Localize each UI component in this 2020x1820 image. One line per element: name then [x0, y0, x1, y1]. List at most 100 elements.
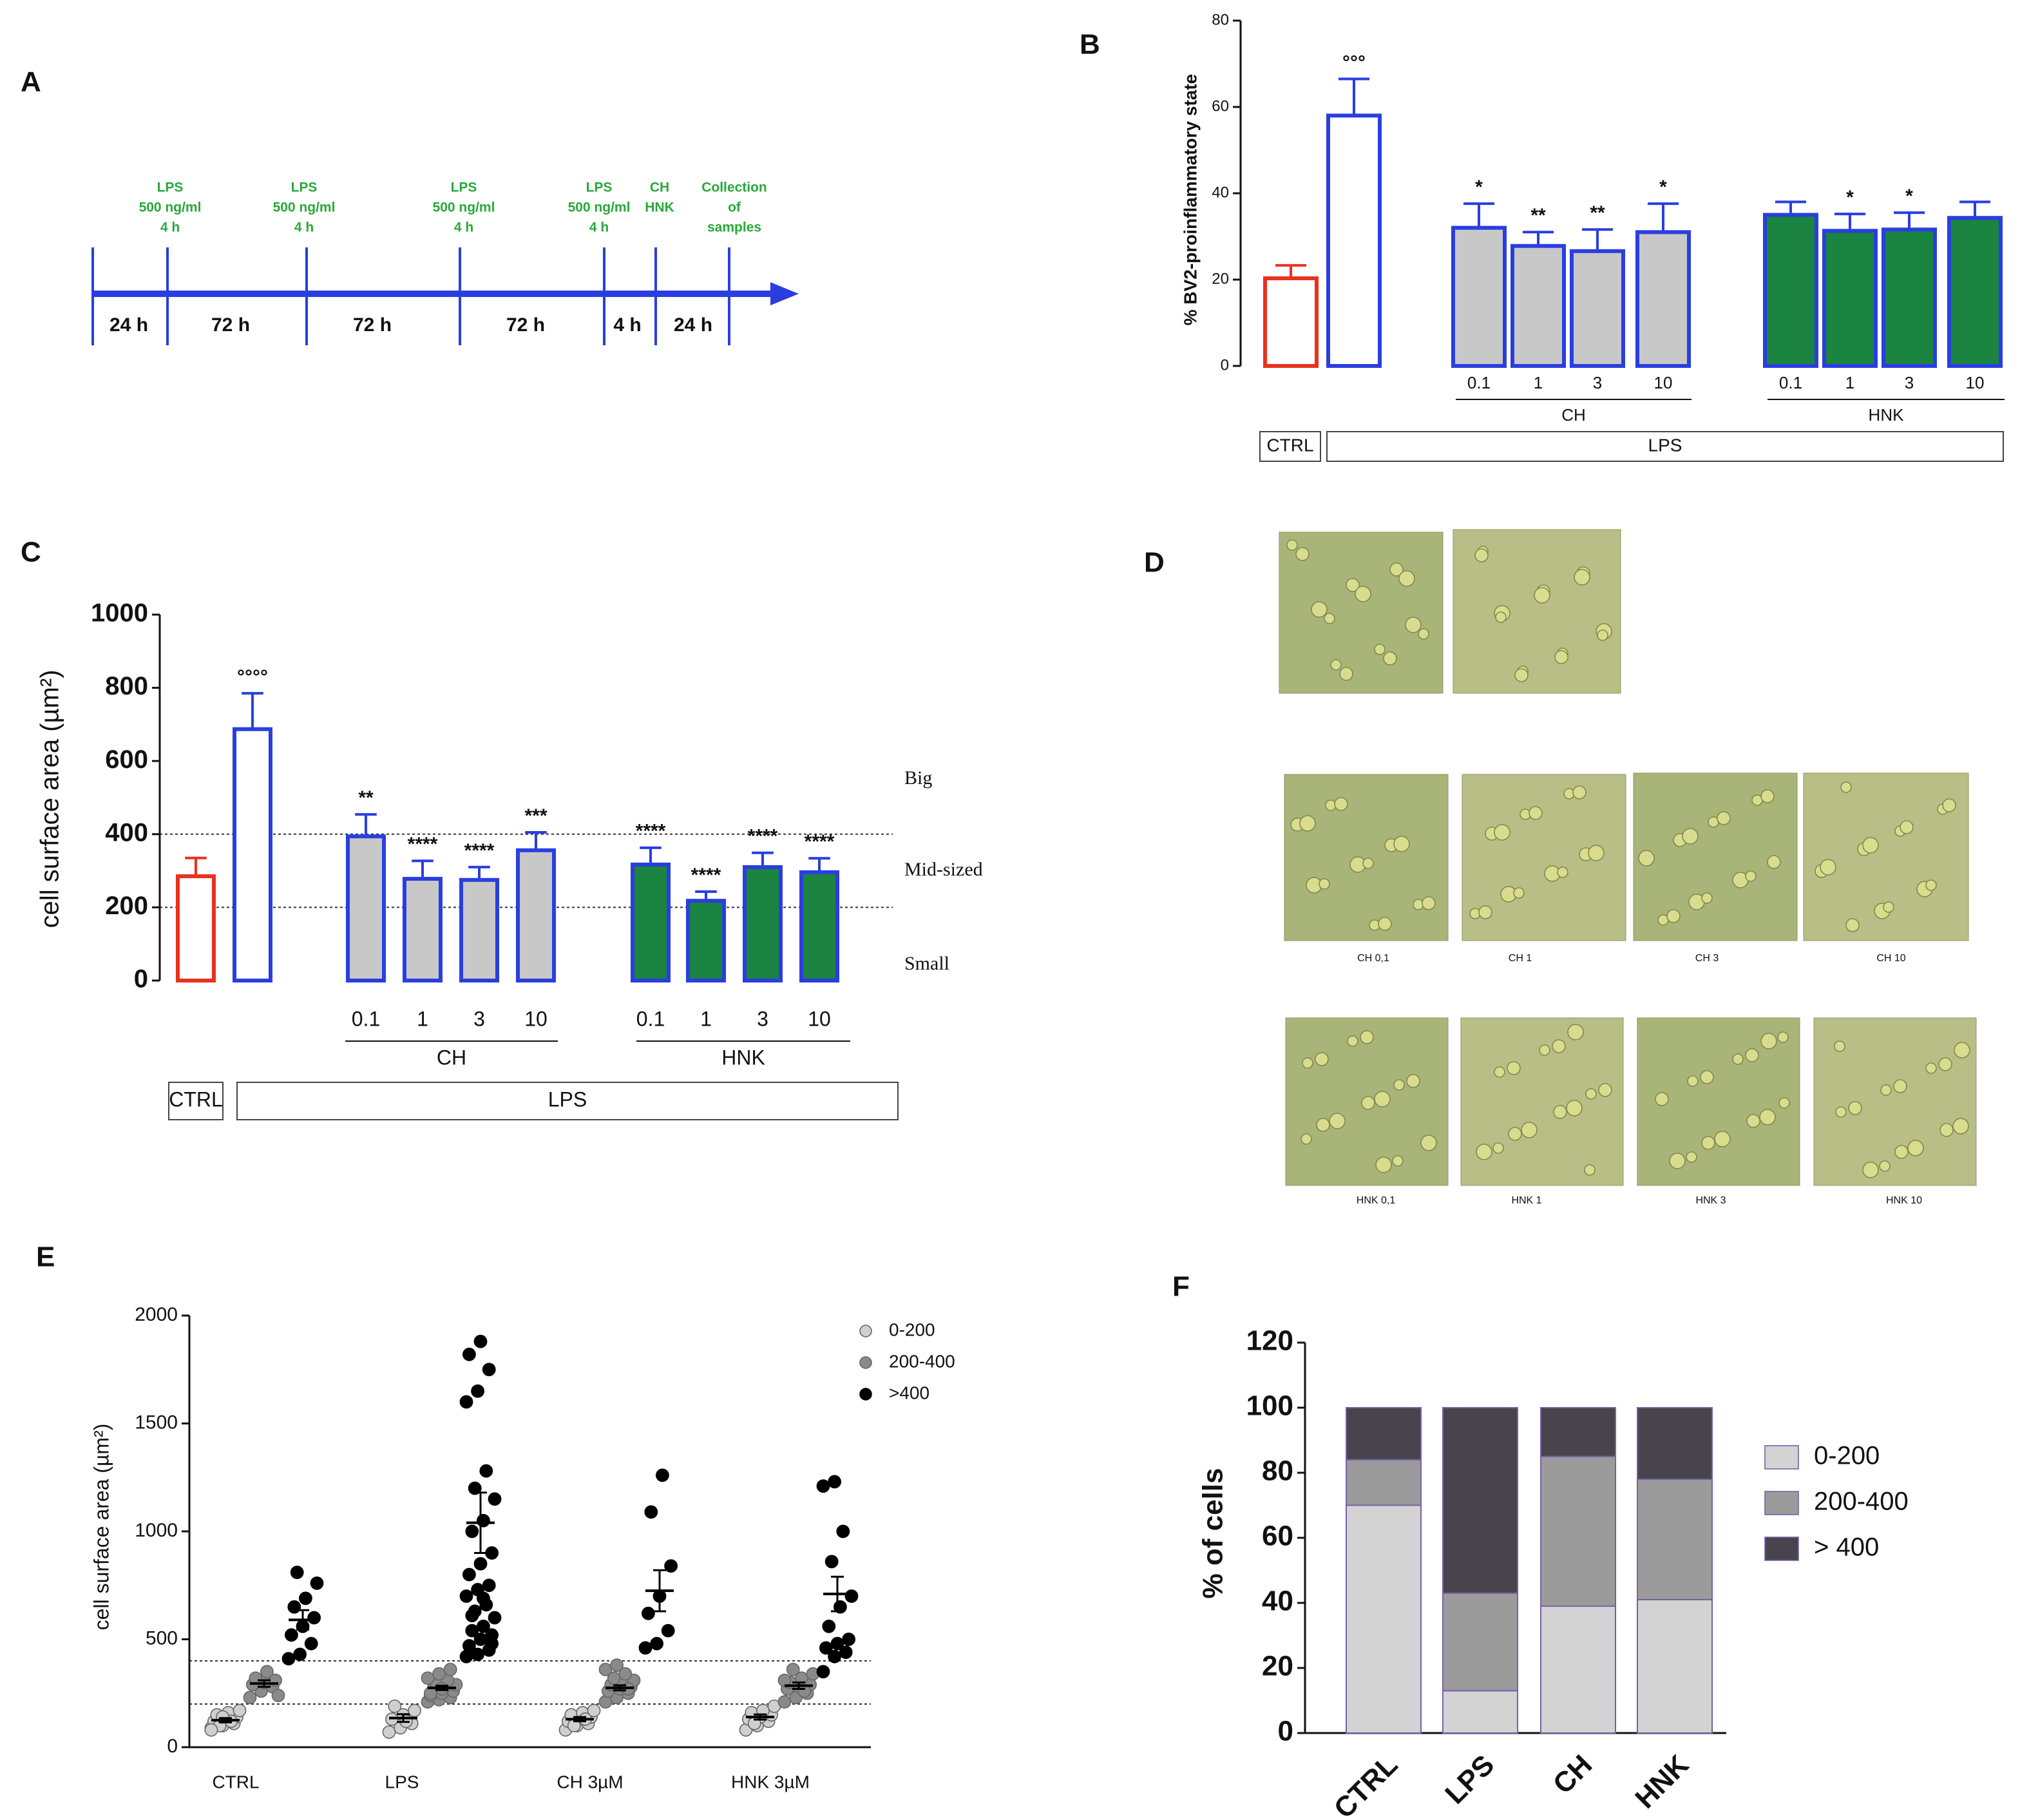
bar: [1763, 213, 1818, 368]
x-tick-label: 10: [524, 1007, 548, 1030]
legend-label: 200-400: [1814, 1488, 1909, 1516]
micrograph-cell: [1554, 650, 1568, 664]
bar-segment: [1346, 1504, 1422, 1734]
x-tick-label: CTRL: [212, 1772, 259, 1792]
condition-box: [1259, 431, 1321, 462]
data-point: [204, 1723, 218, 1737]
micrograph-cell: [1862, 837, 1879, 854]
micrograph-cell: [1375, 1156, 1392, 1173]
significance-label: **: [1530, 205, 1546, 226]
micrograph-cell: [1392, 1155, 1404, 1167]
x-tick-label: 3: [757, 1007, 768, 1030]
micrograph-cell: [1507, 1061, 1521, 1075]
timeline-event-label: samples: [707, 220, 761, 235]
y-tick-label: 120: [1246, 1325, 1293, 1357]
micrograph: [1460, 1017, 1624, 1186]
y-axis-label: cell surface area (µm²): [90, 1424, 113, 1631]
y-tick-label: 20: [1262, 1651, 1293, 1682]
micrograph-cell: [1585, 1088, 1597, 1100]
y-axis-label: % of cells: [1197, 1468, 1229, 1599]
timeline-event-label: HNK: [645, 200, 674, 215]
x-tick-label: 1: [417, 1007, 428, 1030]
micrograph-cell: [1894, 1145, 1909, 1159]
x-tick-label: CH 3µM: [557, 1772, 623, 1792]
y-tick-label: 40: [1262, 1585, 1293, 1617]
data-point: [298, 1591, 312, 1605]
micrograph-caption: CH 10: [1876, 953, 1905, 964]
bar: [1947, 216, 2003, 368]
bar: [1635, 230, 1691, 368]
micrograph-cell: [1374, 644, 1386, 655]
y-tick-label: 0: [1221, 356, 1229, 374]
timeline-arrowhead: [770, 282, 799, 305]
legend-label: 0-200: [889, 1319, 935, 1339]
data-point: [462, 1639, 476, 1652]
micrograph-cell: [1311, 601, 1328, 618]
timeline-event-label: 4 h: [589, 220, 609, 235]
x-tick-label: 3: [473, 1007, 485, 1030]
micrograph-cell: [1925, 1062, 1937, 1074]
x-tick-label: 10: [1654, 373, 1673, 392]
bar-segment: [1540, 1605, 1616, 1734]
micrograph-cell: [1701, 892, 1713, 904]
data-point: [844, 1589, 859, 1603]
bar: [1570, 249, 1625, 368]
legend-swatch: [1764, 1445, 1799, 1470]
zone-label: Small: [904, 953, 949, 974]
bar: [233, 727, 272, 983]
condition-box: [168, 1082, 224, 1120]
micrograph-cell: [1597, 629, 1608, 641]
data-point: [828, 1475, 842, 1489]
micrograph-cell: [1494, 1066, 1505, 1078]
data-point: [816, 1479, 830, 1493]
bar: [346, 834, 386, 982]
micrograph-cell: [1760, 789, 1775, 803]
bar: [403, 877, 443, 982]
micrograph-cell: [1316, 1118, 1330, 1132]
timeline-interval-label: 72 h: [353, 314, 392, 336]
timeline-event-label: LPS: [291, 180, 318, 195]
micrograph-cell: [1360, 1030, 1374, 1044]
data-point: [421, 1671, 435, 1685]
micrograph-cell: [1347, 1035, 1358, 1047]
x-tick-label: 3: [1593, 373, 1602, 392]
bar: [516, 848, 556, 982]
significance-label: *: [1905, 186, 1913, 207]
data-point: [482, 1363, 496, 1377]
bar: [1451, 225, 1507, 368]
significance-label: *: [1846, 187, 1854, 208]
data-point: [473, 1633, 488, 1646]
x-tick-label: 1: [700, 1007, 712, 1030]
bar: [459, 877, 499, 983]
micrograph: [1279, 532, 1444, 694]
legend-marker: [859, 1356, 872, 1369]
bar-segment: [1442, 1690, 1518, 1734]
micrograph-cell: [1687, 1075, 1699, 1087]
data-point: [471, 1384, 485, 1398]
data-point: [284, 1628, 298, 1642]
data-point: [656, 1468, 669, 1482]
data-point: [477, 1513, 490, 1528]
data-point: [839, 1645, 853, 1660]
significance-label: ***: [524, 805, 547, 827]
x-tick-label: 1: [1534, 373, 1543, 392]
condition-box: [1326, 431, 2004, 462]
data-point: [777, 1695, 792, 1709]
micrograph-caption: HNK 1: [1511, 1195, 1541, 1206]
data-point: [465, 1609, 479, 1623]
micrograph-cell: [1746, 1114, 1760, 1128]
data-point: [271, 1689, 285, 1703]
micrograph-cell: [1529, 806, 1543, 820]
micrograph-cell: [1714, 1131, 1731, 1147]
significance-label: ****: [408, 834, 438, 855]
timeline-event-label: LPS: [157, 180, 184, 195]
micrograph-caption: CH 1: [1509, 953, 1532, 964]
bar: [1510, 244, 1566, 368]
micrograph-cell: [1330, 659, 1342, 671]
micrograph-caption: CH 0,1: [1357, 953, 1389, 964]
legend-marker: [859, 1325, 872, 1337]
data-point: [459, 1589, 473, 1603]
data-point: [473, 1334, 488, 1348]
timeline-event-label: LPS: [586, 180, 613, 195]
data-point: [661, 1624, 675, 1638]
